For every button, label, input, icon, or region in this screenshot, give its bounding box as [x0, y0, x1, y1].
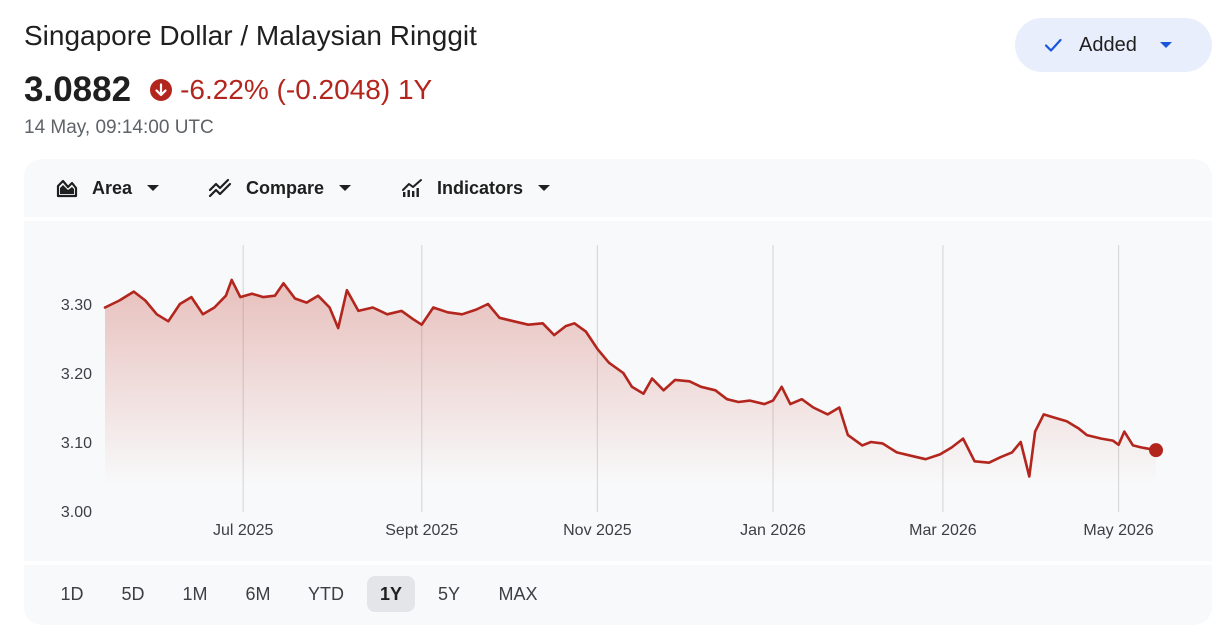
current-price-point — [1149, 443, 1163, 458]
caret-down-icon — [339, 185, 352, 191]
chart-area-fill — [105, 279, 1156, 484]
caret-down-icon — [1159, 42, 1172, 48]
chart-toolbar: Area Compare Indicators — [24, 159, 1212, 217]
added-button[interactable]: Added — [1015, 18, 1212, 72]
y-tick-label: 3.20 — [61, 366, 92, 383]
y-axis: 3.00 3.10 3.20 3.30 — [61, 297, 92, 521]
added-label: Added — [1079, 33, 1137, 56]
arrow-down-circle-icon — [150, 79, 173, 101]
current-price: 3.0882 — [24, 70, 132, 109]
area-chart-button[interactable]: Area — [56, 159, 160, 217]
compare-icon — [208, 178, 232, 198]
price-chart[interactable]: 3.00 3.10 3.20 3.30 Jul 2025 Sept 2025 Nov 20… — [24, 159, 1212, 565]
x-tick-label: May 2026 — [1083, 522, 1153, 539]
range-5d[interactable]: 5D — [121, 584, 145, 604]
price-row: 3.0882 -6.22% (-0.2048) 1Y — [24, 70, 432, 110]
range-6m[interactable]: 6M — [245, 584, 271, 604]
range-5y[interactable]: 5Y — [437, 584, 461, 604]
price-line — [103, 278, 1158, 478]
x-tick-label: Nov 2025 — [563, 522, 632, 539]
x-tick-label: Jul 2025 — [213, 522, 274, 539]
range-max[interactable]: MAX — [498, 584, 538, 604]
price-change: -6.22% (-0.2048) 1Y — [180, 74, 433, 105]
chart-panel: 3.00 3.10 3.20 3.30 Jul 2025 Sept 2025 Nov 20… — [24, 159, 1212, 625]
compare-label: Compare — [246, 177, 325, 198]
area-label: Area — [92, 177, 133, 198]
x-tick-label: Jan 2026 — [740, 522, 806, 539]
x-tick-label: Sept 2025 — [385, 522, 458, 539]
x-tick-label: Mar 2026 — [909, 522, 977, 539]
caret-down-icon — [147, 185, 160, 191]
divider — [24, 561, 1212, 565]
range-1y[interactable]: 1Y — [367, 576, 415, 612]
caret-down-icon — [538, 185, 551, 191]
y-tick-label: 3.10 — [61, 435, 92, 452]
checkmark-icon — [1044, 38, 1062, 52]
range-selector: 1D 5D 1M 6M YTD 1Y 5Y MAX — [24, 565, 1212, 625]
y-tick-label: 3.00 — [61, 504, 92, 521]
range-1m[interactable]: 1M — [182, 584, 208, 604]
divider — [24, 217, 1212, 221]
timestamp: 14 May, 09:14:00 UTC — [24, 117, 214, 138]
page-title: Singapore Dollar / Malaysian Ringgit — [24, 20, 477, 51]
range-ytd[interactable]: YTD — [308, 584, 344, 604]
x-axis: Jul 2025 Sept 2025 Nov 2025 Jan 2026 Mar 202… — [213, 522, 1154, 539]
y-tick-label: 3.30 — [61, 297, 92, 314]
range-1d[interactable]: 1D — [60, 584, 84, 604]
indicators-icon — [402, 179, 422, 197]
area-chart-icon — [56, 179, 78, 198]
indicators-label: Indicators — [437, 177, 524, 198]
compare-button[interactable]: Compare — [208, 159, 352, 217]
indicators-button[interactable]: Indicators — [401, 159, 551, 217]
